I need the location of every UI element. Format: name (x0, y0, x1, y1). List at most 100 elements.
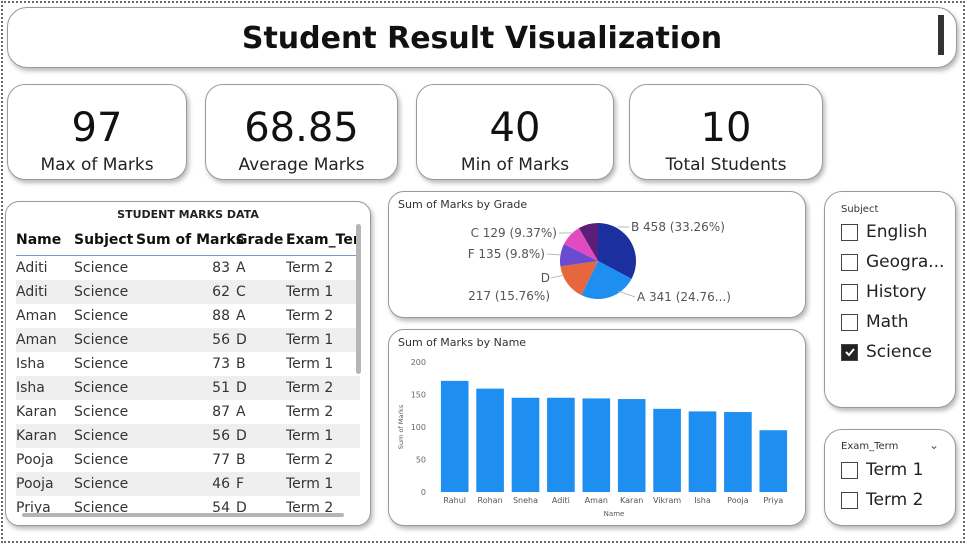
column-header[interactable]: Sum of Marks (136, 231, 245, 248)
vertical-scrollbar[interactable] (356, 224, 361, 374)
checkbox[interactable] (841, 343, 858, 361)
slicer-option-label: English (866, 222, 928, 242)
bar-karan[interactable] (617, 399, 646, 492)
pie-data-label: 217 (15.76%) (468, 289, 550, 303)
column-header[interactable]: Name (16, 231, 62, 248)
table-cell: Term 1 (286, 356, 334, 372)
table-cell: Science (74, 260, 129, 276)
table-row[interactable]: Karan Science 56 D Term 1 (16, 424, 360, 448)
bar-isha[interactable] (688, 411, 717, 492)
slicer-option[interactable]: History (841, 282, 926, 302)
table-row[interactable]: Karan Science 87 A Term 2 (16, 400, 360, 424)
checkbox[interactable] (841, 283, 858, 301)
bar-rohan[interactable] (476, 388, 504, 492)
table-cell: Aditi (16, 260, 48, 276)
table-cell: Isha (16, 356, 45, 372)
kpi-card-total[interactable]: 10 Total Students (629, 84, 823, 180)
table-cell: 88 (212, 308, 230, 324)
resize-handle[interactable] (938, 15, 944, 55)
table-cell: 87 (212, 404, 230, 420)
table-cell: Aman (16, 308, 57, 324)
pie-leader-line (546, 253, 562, 256)
pie-slice-e[interactable] (578, 223, 598, 261)
slicer-title: Exam_Term (841, 441, 899, 452)
name-bar-chart: 0 50 100 150 200 Sum of Marks Rahul Rohan Sneha A… (397, 358, 788, 518)
name-bar-chart-card[interactable]: Sum of Marks by Name 0 50 100 150 200 Sum of … (388, 329, 806, 526)
pie-slice-a[interactable] (581, 261, 632, 299)
table-cell: Term 1 (286, 332, 334, 348)
table-cell: Term 1 (286, 428, 334, 444)
table-row[interactable]: Pooja Science 77 B Term 2 (16, 448, 360, 472)
kpi-card-min[interactable]: 40 Min of Marks (416, 84, 614, 180)
table-row[interactable]: Priya Science 54 D Term 2 (16, 496, 360, 514)
kpi-value: 10 (700, 105, 752, 151)
slicer-title: Subject (841, 204, 879, 215)
bar-priya[interactable] (759, 430, 788, 492)
table-row[interactable]: Aman Science 56 D Term 1 (16, 328, 360, 352)
student-marks-table[interactable]: STUDENT MARKS DATA Name Subject Sum of M… (5, 201, 371, 526)
slicer-option-label: Geogra... (866, 252, 945, 272)
chart-title: Sum of Marks by Grade (398, 198, 528, 211)
bar-aman[interactable] (582, 398, 611, 492)
slicer-option[interactable]: Geogra... (841, 252, 944, 272)
bar-rahul[interactable] (440, 380, 469, 492)
column-header[interactable]: Subject (74, 231, 134, 248)
pie-data-label: C 129 (9.37%) (471, 226, 557, 240)
x-tick-label: Aditi (552, 496, 570, 505)
table-cell: Term 2 (286, 500, 334, 514)
table-body: Name Subject Sum of Marks Grade Exam_Ter… (16, 224, 360, 514)
checkbox[interactable] (841, 253, 858, 271)
table-cell: Science (74, 380, 129, 396)
bar-pooja[interactable] (724, 412, 752, 492)
slicer-option[interactable]: Term 2 (841, 490, 923, 510)
x-tick-label: Vikram (653, 496, 681, 505)
grade-pie-chart-card[interactable]: Sum of Marks by Grade B 458 (33.26%) A 34… (388, 191, 806, 318)
pie-slice-f[interactable] (560, 243, 598, 267)
slicer-option[interactable]: English (841, 222, 927, 242)
table-cell: Term 2 (286, 260, 334, 276)
table-cell: Aditi (16, 284, 48, 300)
table-header-row: Name Subject Sum of Marks Grade Exam_Ter (16, 224, 360, 256)
pie-slice-c[interactable] (564, 228, 598, 261)
table-cell: Aman (16, 332, 57, 348)
chevron-down-icon[interactable]: ⌄ (928, 438, 939, 452)
table-row[interactable]: Isha Science 73 B Term 1 (16, 352, 360, 376)
table-row[interactable]: Aditi Science 62 C Term 1 (16, 280, 360, 304)
table-row[interactable]: Aditi Science 83 A Term 2 (16, 256, 360, 280)
table-row[interactable]: Isha Science 51 D Term 2 (16, 376, 360, 400)
kpi-card-max[interactable]: 97 Max of Marks (7, 84, 187, 180)
checkbox[interactable] (841, 491, 858, 509)
checkbox[interactable] (841, 223, 858, 241)
pie-slice-b[interactable] (598, 223, 636, 279)
table-cell: Science (74, 332, 129, 348)
kpi-card-average[interactable]: 68.85 Average Marks (205, 84, 398, 180)
column-header[interactable]: Grade (236, 231, 284, 248)
checkbox[interactable] (841, 461, 858, 479)
checkbox[interactable] (841, 313, 858, 331)
bar-sneha[interactable] (511, 397, 540, 492)
table-cell: Term 2 (286, 308, 334, 324)
x-tick-label: Priya (763, 496, 783, 505)
column-header[interactable]: Exam_Ter (286, 231, 360, 248)
table-row[interactable]: Aman Science 88 A Term 2 (16, 304, 360, 328)
slicer-option[interactable]: Term 1 (841, 460, 923, 480)
kpi-label: Min of Marks (460, 155, 570, 175)
pie-slice-d[interactable] (560, 261, 598, 296)
subject-slicer: Subject English Geogra... History Math Scien… (824, 191, 956, 408)
table-cell: F (236, 476, 245, 492)
exam-term-slicer: Exam_Term ⌄ Term 1 Term 2 (824, 429, 956, 526)
page-title: Student Result Visualization (241, 21, 723, 56)
horizontal-scrollbar[interactable] (22, 513, 344, 517)
slicer-option[interactable]: Math (841, 312, 909, 332)
table-cell: Priya (16, 500, 51, 514)
slicer-option[interactable]: Science (841, 342, 932, 362)
table-cell: Pooja (16, 476, 54, 492)
bar-aditi[interactable] (547, 397, 575, 492)
bar-vikram[interactable] (653, 408, 681, 492)
table-cell: Science (74, 308, 129, 324)
kpi-value: 40 (489, 105, 541, 151)
table-row[interactable]: Pooja Science 46 F Term 1 (16, 472, 360, 496)
table-cell: A (236, 404, 246, 420)
table-cell: Term 2 (286, 380, 334, 396)
